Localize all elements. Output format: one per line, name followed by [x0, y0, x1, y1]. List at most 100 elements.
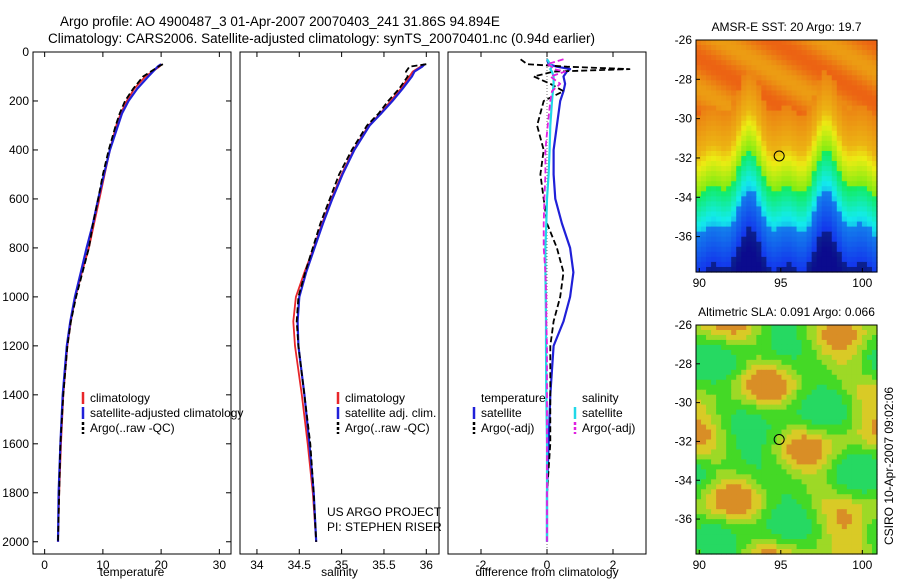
heatmap-cell — [846, 50, 853, 56]
heatmap-cell — [856, 236, 863, 243]
heatmap-cell — [736, 156, 742, 162]
heatmap-cell — [866, 110, 873, 117]
heatmap-cell — [861, 514, 868, 520]
heatmap-cell — [761, 90, 767, 97]
heatmap-cell — [856, 176, 863, 182]
heatmap-cell — [731, 529, 737, 535]
x-tick-label: 30 — [213, 558, 227, 572]
heatmap-cell — [711, 211, 717, 218]
heatmap-cell — [696, 45, 702, 51]
heatmap-cell — [721, 60, 727, 66]
heatmap-cell — [776, 464, 783, 470]
heatmap-cell — [771, 166, 778, 172]
heatmap-cell — [741, 354, 747, 361]
heatmap-cell — [721, 251, 727, 258]
heatmap-cell — [806, 50, 813, 56]
heatmap-cell — [786, 256, 793, 263]
heatmap-cell — [696, 469, 702, 475]
heatmap-cell — [826, 389, 833, 396]
heatmap-cell — [731, 484, 737, 490]
heatmap-cell — [781, 384, 788, 391]
heatmap-cell — [736, 70, 742, 76]
heatmap-cell — [736, 464, 742, 470]
heatmap-cell — [851, 145, 858, 152]
heatmap-cell — [821, 55, 828, 61]
heatmap-cell — [836, 130, 843, 137]
heatmap-cell — [711, 504, 717, 510]
heatmap-cell — [706, 509, 712, 515]
heatmap-cell — [761, 266, 767, 273]
heatmap-cell — [831, 241, 838, 248]
heatmap-cell — [836, 196, 843, 202]
heatmap-cell — [716, 499, 722, 505]
heatmap-cell — [846, 166, 853, 172]
heatmap-cell — [836, 404, 843, 411]
heatmap-cell — [701, 186, 707, 192]
heatmap-cell — [706, 419, 712, 426]
heatmap-cell — [756, 85, 762, 92]
heatmap-cell — [776, 256, 783, 263]
heatmap-cell — [786, 489, 793, 495]
heatmap-cell — [836, 524, 843, 530]
heatmap-cell — [746, 246, 752, 253]
heatmap-cell — [786, 90, 793, 97]
heatmap-cell — [806, 65, 813, 71]
heatmap-cell — [726, 549, 732, 555]
heatmap-cell — [831, 359, 838, 366]
heatmap-cell — [866, 50, 873, 56]
heatmap-cell — [706, 339, 712, 346]
heatmap-cell — [791, 105, 798, 112]
heatmap-cell — [776, 499, 783, 505]
heatmap-cell — [791, 231, 798, 238]
heatmap-cell — [801, 384, 808, 391]
heatmap-cell — [781, 246, 788, 253]
heatmap-cell — [776, 166, 783, 172]
heatmap-cell — [716, 364, 722, 371]
heatmap-cell — [751, 399, 757, 406]
heatmap-cell — [791, 474, 798, 480]
heatmap-cell — [786, 494, 793, 500]
heatmap-cell — [701, 50, 707, 56]
heatmap-cell — [871, 266, 878, 273]
heatmap-cell — [761, 329, 767, 336]
heatmap-cell — [831, 334, 838, 341]
heatmap-cell — [841, 181, 848, 187]
heatmap-cell — [796, 65, 803, 71]
heatmap-cell — [751, 519, 757, 525]
heatmap-cell — [861, 156, 868, 162]
heatmap-cell — [846, 369, 853, 376]
heatmap-cell — [841, 120, 848, 127]
heatmap-cell — [826, 75, 833, 81]
heatmap-cell — [716, 256, 722, 263]
heatmap-cell — [736, 399, 742, 406]
heatmap-cell — [756, 504, 762, 510]
heatmap-cell — [861, 150, 868, 157]
heatmap-cell — [796, 246, 803, 253]
heatmap-cell — [701, 65, 707, 71]
heatmap-cell — [851, 50, 858, 56]
heatmap-cell — [701, 494, 707, 500]
heatmap-cell — [796, 211, 803, 218]
heatmap-cell — [726, 349, 732, 356]
heatmap-cell — [781, 339, 788, 346]
heatmap-cell — [796, 186, 803, 192]
heatmap-cell — [806, 166, 813, 172]
heatmap-cell — [771, 379, 778, 386]
heatmap-cell — [721, 246, 727, 253]
heatmap-cell — [821, 329, 828, 336]
y-tick-label: -36 — [675, 512, 693, 526]
heatmap-cell — [716, 120, 722, 127]
heatmap-cell — [706, 424, 712, 431]
heatmap-cell — [701, 464, 707, 470]
heatmap-cell — [786, 504, 793, 510]
heatmap-cell — [801, 424, 808, 431]
heatmap-cell — [871, 334, 878, 341]
heatmap-cell — [696, 444, 702, 451]
heatmap-cell — [796, 145, 803, 152]
heatmap-cell — [816, 444, 823, 451]
heatmap-cell — [761, 494, 767, 500]
heatmap-cell — [861, 161, 868, 167]
heatmap-cell — [756, 529, 762, 535]
heatmap-cell — [726, 374, 732, 381]
heatmap-cell — [761, 50, 767, 56]
